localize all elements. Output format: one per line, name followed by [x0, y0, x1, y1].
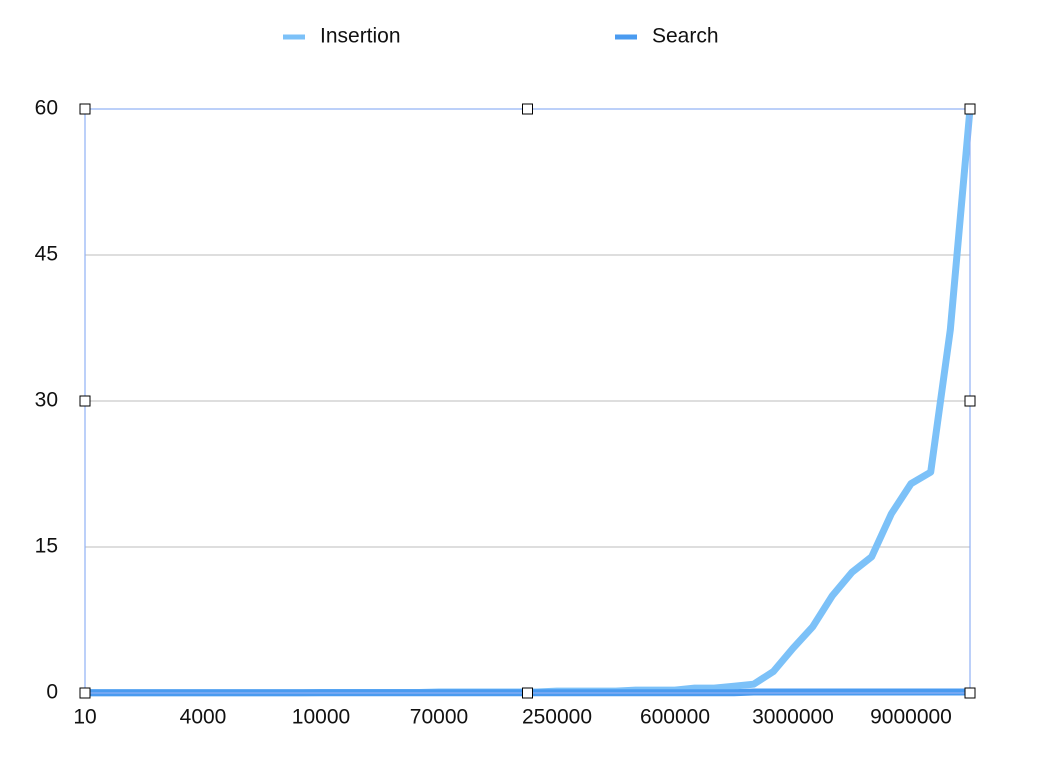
selection-handle: [964, 103, 976, 115]
selection-frame: [79, 103, 976, 699]
x-tick-label: 70000: [410, 706, 468, 729]
x-tick-label: 10: [73, 706, 96, 729]
legend-label: Search: [652, 25, 719, 48]
selection-handle: [964, 687, 976, 699]
x-tick-label: 250000: [522, 706, 592, 729]
y-tick-label: 0: [46, 681, 58, 704]
x-tick-label: 9000000: [870, 706, 952, 729]
legend-label: Insertion: [320, 25, 401, 48]
y-tick-label: 60: [35, 97, 58, 120]
selection-handle: [522, 103, 533, 115]
selection-handle: [79, 395, 91, 407]
x-tick-label: 4000: [180, 706, 227, 729]
x-tick-label: 600000: [640, 706, 710, 729]
x-tick-label: 3000000: [752, 706, 834, 729]
selection-handle: [79, 687, 91, 699]
selection-handle: [79, 103, 91, 115]
y-tick-label: 45: [35, 243, 58, 266]
selection-handle: [964, 395, 976, 407]
y-tick-label: 15: [35, 535, 58, 558]
x-tick-label: 10000: [292, 706, 350, 729]
y-tick-label: 30: [35, 389, 58, 412]
plot-area: [85, 108, 974, 697]
selection-handle: [522, 687, 533, 699]
